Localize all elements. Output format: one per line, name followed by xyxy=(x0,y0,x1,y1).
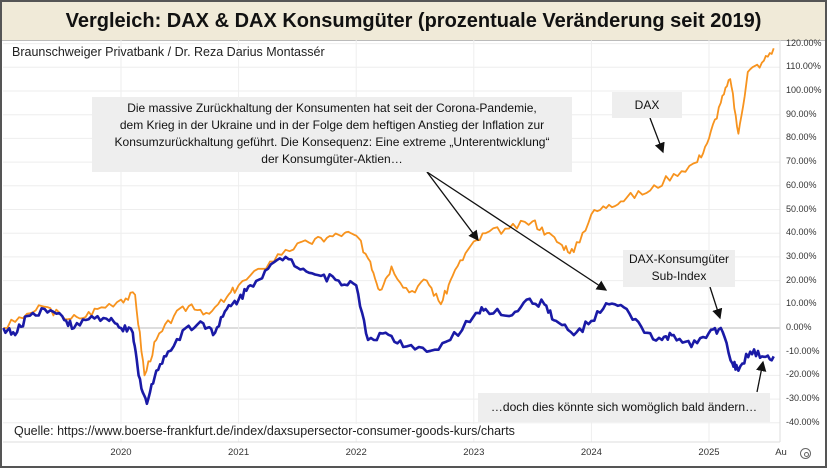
y-tick-label: 40.00% xyxy=(786,227,817,238)
y-tick-label: 90.00% xyxy=(786,108,817,119)
y-tick-label: -40.00% xyxy=(786,416,820,427)
chart-title: Vergleich: DAX & DAX Konsumgüter (prozen… xyxy=(2,2,825,41)
y-tick-label: 120.00% xyxy=(786,37,822,48)
annotation-line: Sub-Index xyxy=(651,269,707,283)
x-tick-label: 2025 xyxy=(698,447,720,458)
annotation-arrow xyxy=(756,360,767,393)
annotation-outlook: …doch dies könnte sich womöglich bald än… xyxy=(478,393,770,422)
annotation-arrow xyxy=(649,117,665,154)
y-tick-label: 10.00% xyxy=(786,298,817,309)
x-tick-label: 2023 xyxy=(463,447,485,458)
x-tick-label: Au xyxy=(775,447,787,458)
y-tick-label: -30.00% xyxy=(786,393,820,404)
y-tick-label: 70.00% xyxy=(786,156,817,167)
settings-icon[interactable] xyxy=(800,448,811,459)
y-tick-label: 30.00% xyxy=(786,250,817,261)
y-tick-label: 0.00% xyxy=(786,322,812,332)
source-note: Quelle: https://www.boerse-frankfurt.de/… xyxy=(14,424,519,438)
y-tick-label: 80.00% xyxy=(786,132,817,143)
y-tick-label: 60.00% xyxy=(786,179,817,190)
annotation-consumer: DAX-Konsumgüter Sub-Index xyxy=(623,250,735,287)
chart-subtitle: Braunschweiger Privatbank / Dr. Reza Dar… xyxy=(12,45,325,59)
annotation-main: Die massive Zurückhaltung der Konsumente… xyxy=(92,97,572,172)
annotation-line: der Konsumgüter-Aktien… xyxy=(261,152,403,166)
x-tick-label: 2022 xyxy=(345,447,367,458)
annotation-arrow xyxy=(426,171,479,242)
x-tick-label: 2024 xyxy=(580,447,602,458)
y-tick-label: 100.00% xyxy=(786,85,822,95)
y-tick-label: -10.00% xyxy=(786,345,820,356)
y-tick-label: -20.00% xyxy=(786,369,820,380)
annotation-arrow xyxy=(426,171,608,291)
y-tick-label: 50.00% xyxy=(786,203,817,214)
y-tick-label: 20.00% xyxy=(786,274,817,285)
annotation-dax: DAX xyxy=(612,92,682,118)
consumer-series-line xyxy=(2,255,775,406)
annotation-line: Konsumzurückhaltung geführt. Die Konsequ… xyxy=(114,135,550,149)
annotation-arrow xyxy=(709,286,723,320)
y-tick-label: 110.00% xyxy=(786,61,821,72)
dax-series-line xyxy=(3,47,775,377)
x-tick-label: 2020 xyxy=(110,447,132,458)
annotation-line: DAX-Konsumgüter xyxy=(628,252,730,266)
x-tick-label: 2021 xyxy=(228,447,250,458)
annotation-line: Die massive Zurückhaltung der Konsumente… xyxy=(127,101,537,115)
annotation-line: dem Krieg in der Ukraine und in der Folg… xyxy=(119,118,545,132)
